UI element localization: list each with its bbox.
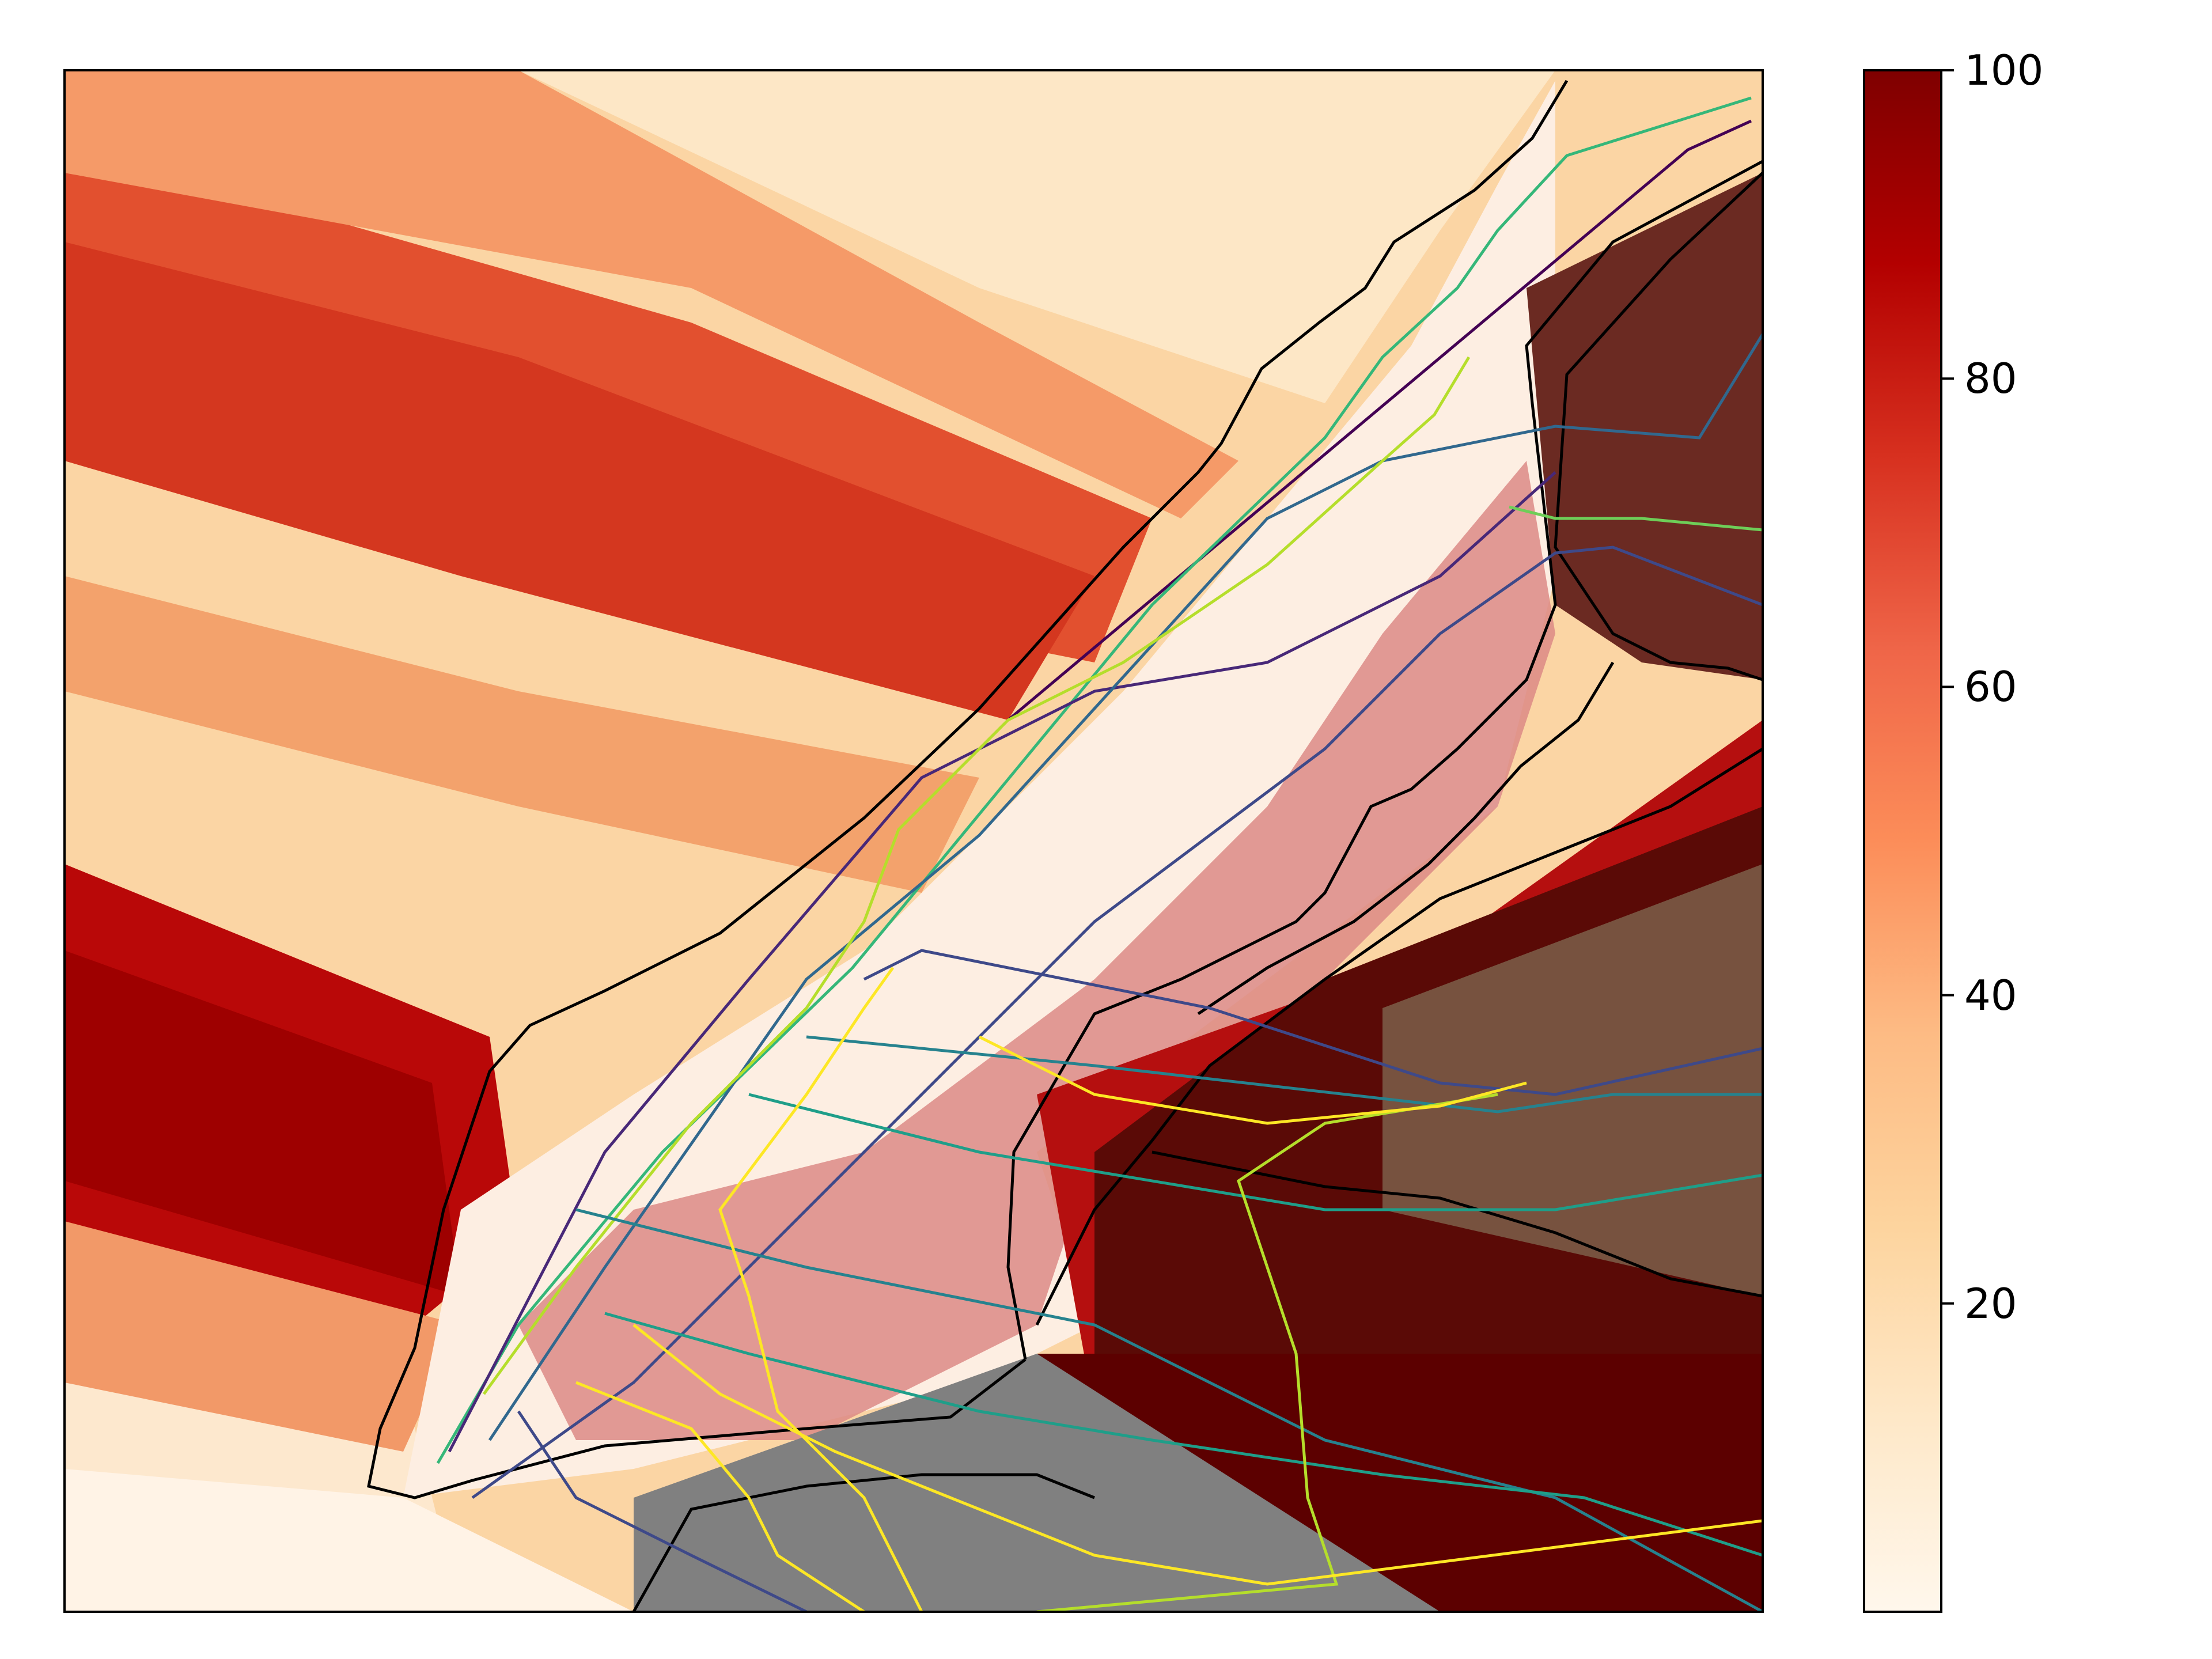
- colorbar-tick-label: 60: [1964, 662, 2017, 711]
- subway-line-14: [575, 1381, 865, 1612]
- subway-line-10: [748, 1093, 1763, 1211]
- river-pale-lower: [65, 1469, 634, 1612]
- subway-line-15: [632, 1324, 1763, 1586]
- heat-band-north-3: [65, 70, 1238, 518]
- manhattan-pink: [518, 461, 1555, 1440]
- subway-lines: [436, 96, 1763, 1612]
- colorbar-ticks: [1941, 69, 1954, 1305]
- subway-line-12: [604, 1312, 1763, 1557]
- subway-line-18: [978, 1035, 1527, 1125]
- coast-manhattan-east: [1006, 160, 1763, 1360]
- coast-queens: [1554, 172, 1763, 681]
- colorbar: [1863, 69, 1942, 1613]
- south-dark-wedge: [1037, 1354, 1763, 1612]
- subway-line-11: [575, 1208, 1763, 1612]
- subway-line-17: [718, 967, 923, 1612]
- coast-south: [632, 1473, 1095, 1612]
- subway-line-8: [863, 949, 1763, 1096]
- coast-roosevelt: [1197, 661, 1615, 1016]
- coast-manhattan-west: [367, 79, 1569, 1499]
- subway-line-7: [482, 356, 1471, 1395]
- subway-line-5: [471, 546, 1763, 1499]
- subway-line-9: [806, 1035, 1763, 1113]
- subway-line-4: [488, 333, 1763, 1441]
- borough-dark-east: [1527, 173, 1763, 680]
- subway-line-13: [1036, 1093, 1498, 1612]
- heat-band-left-mid: [65, 576, 979, 893]
- colorbar-tick-label: 20: [1964, 1279, 2017, 1328]
- coastlines: [367, 79, 1763, 1612]
- coast-brooklyn: [1035, 747, 1763, 1326]
- heat-band-pale-top: [518, 70, 1555, 403]
- colorbar-tick-label: 100: [1964, 46, 2044, 94]
- subway-line-6: [1509, 505, 1763, 532]
- borough-grey: [1382, 864, 1763, 1296]
- heat-band-north-2: [65, 242, 1094, 720]
- colorbar-tick-label: 40: [1964, 971, 2017, 1020]
- subway-line-16: [517, 1410, 808, 1612]
- subway-line-2: [436, 96, 1752, 1464]
- heat-band-south-mid: [65, 1221, 461, 1452]
- map-frame: [63, 69, 1764, 1613]
- colorbar-tick-label: 80: [1964, 354, 2017, 403]
- heat-band-south-2: [65, 950, 461, 1296]
- subway-line-3: [448, 471, 1556, 1453]
- subway-line-1: [1007, 119, 1752, 721]
- coast-newtown: [1152, 1150, 1763, 1298]
